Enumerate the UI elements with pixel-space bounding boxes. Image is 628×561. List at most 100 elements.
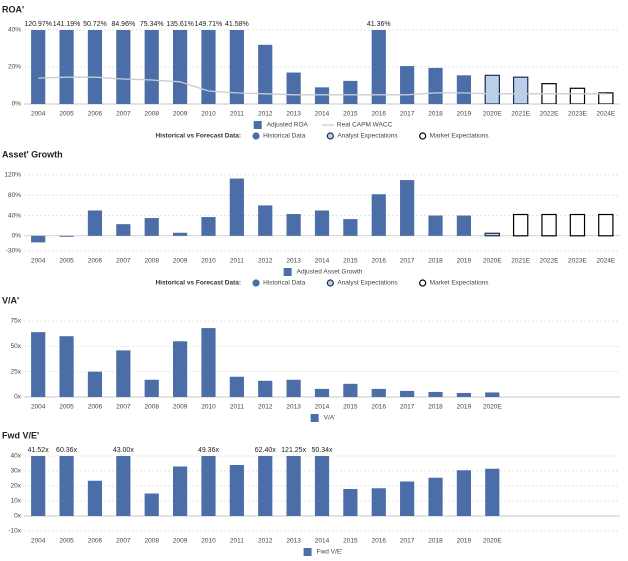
- bar: [229, 30, 244, 104]
- bar: [314, 456, 330, 516]
- y-tick-label: 20x: [11, 483, 22, 490]
- bar: [87, 30, 103, 104]
- x-tick-label: 2016: [372, 404, 387, 411]
- data-label: 41.36%: [367, 21, 391, 28]
- bar: [314, 210, 330, 236]
- x-tick-label: 2017: [400, 404, 415, 411]
- y-tick-label: 40%: [8, 27, 21, 34]
- bar: [59, 456, 74, 516]
- forecast-legend: Historical vs Forecast Data: Historical D…: [155, 279, 490, 287]
- x-tick-label: 2005: [59, 258, 74, 265]
- plot-area: [31, 328, 500, 397]
- chart-title: V/A': [2, 295, 19, 305]
- data-label: 84.96%: [111, 21, 135, 28]
- data-label: 62.40x: [255, 447, 277, 454]
- x-tick-label: 2020E: [483, 111, 502, 118]
- bar: [201, 456, 216, 516]
- forecast-legend-marker: [326, 279, 334, 287]
- legend-label: V/A': [324, 415, 336, 422]
- bar: [229, 376, 244, 397]
- x-tick-label: 2009: [173, 538, 188, 545]
- y-tick-label: 20%: [8, 64, 21, 71]
- bar: [144, 493, 159, 516]
- chart-title: Fwd V/E': [2, 430, 39, 440]
- x-tick-label: 2008: [144, 111, 159, 118]
- x-tick-label: 2019: [457, 538, 472, 545]
- plot-area: [31, 178, 614, 243]
- x-tick-label: 2022E: [540, 258, 559, 265]
- x-tick-label: 2005: [59, 111, 74, 118]
- data-label: 41.52x: [28, 447, 50, 454]
- bar: [569, 87, 586, 104]
- forecast-legend-marker: [326, 132, 334, 140]
- line-series: [38, 76, 606, 96]
- x-tick-label: 2012: [258, 111, 273, 118]
- x-tick-label: 2021E: [511, 111, 530, 118]
- forecast-legend-label: Analyst Expectations: [337, 133, 398, 140]
- x-tick-label: 2018: [428, 538, 443, 545]
- data-label: 60.36x: [56, 447, 78, 454]
- x-tick-label: 2016: [372, 111, 387, 118]
- bar: [512, 213, 529, 237]
- bar: [173, 341, 188, 397]
- x-tick-label: 2009: [173, 404, 188, 411]
- bar: [371, 388, 386, 397]
- x-tick-label: 2019: [457, 404, 472, 411]
- bar: [59, 30, 74, 104]
- bar: [173, 466, 188, 516]
- bar: [144, 218, 159, 236]
- y-tick-label: 0%: [12, 101, 22, 108]
- x-tick-label: 2005: [59, 538, 74, 545]
- bar: [59, 336, 74, 397]
- bar: [456, 215, 471, 236]
- bar: [286, 72, 301, 104]
- y-tick-label: 50x: [11, 343, 22, 350]
- x-tick-label: 2016: [372, 538, 387, 545]
- bar: [428, 215, 443, 236]
- legend-label: Real CAPM WACC: [337, 122, 393, 129]
- x-tick-label: 2013: [286, 538, 301, 545]
- x-tick-label: 2011: [230, 258, 244, 265]
- x-tick-label: 2018: [428, 111, 443, 118]
- x-tick-label: 2017: [400, 111, 415, 118]
- y-tick-label: 80%: [8, 192, 21, 199]
- x-tick-label: 2010: [201, 258, 216, 265]
- bar: [371, 30, 386, 104]
- data-label: 50.72%: [83, 21, 107, 28]
- x-tick-label: 2015: [343, 111, 358, 118]
- x-tick-label: 2013: [286, 404, 301, 411]
- bar: [87, 210, 103, 236]
- x-tick-label: 2008: [144, 404, 159, 411]
- forecast-legend-label: Historical Data: [263, 280, 306, 287]
- forecast-legend-label: Market Expectations: [430, 280, 490, 287]
- x-tick-label: 2010: [201, 111, 216, 118]
- bar: [258, 380, 273, 397]
- bar: [512, 76, 529, 104]
- bar: [569, 213, 586, 237]
- x-tick-label: 2008: [144, 538, 159, 545]
- x-tick-label: 2006: [88, 404, 103, 411]
- x-tick-label: 2016: [372, 258, 387, 265]
- x-tick-label: 2014: [315, 404, 330, 411]
- x-tick-label: 2018: [428, 258, 443, 265]
- bar: [314, 87, 330, 104]
- legend-swatch: [303, 548, 312, 556]
- bar: [116, 350, 131, 397]
- bar: [456, 392, 471, 397]
- legend-label: Adjusted ROA: [267, 122, 309, 129]
- data-label: 43.00x: [113, 447, 135, 454]
- bar: [343, 80, 358, 104]
- x-tick-label: 2014: [315, 538, 330, 545]
- legend-label: Adjusted Asset Growth: [297, 269, 363, 276]
- forecast-legend-title: Historical vs Forecast Data:: [155, 280, 241, 287]
- bar: [229, 178, 244, 236]
- bar: [59, 235, 74, 237]
- x-tick-label: 2004: [31, 111, 46, 118]
- bar: [31, 30, 46, 104]
- x-tick-label: 2006: [88, 111, 103, 118]
- y-tick-label: 25x: [11, 368, 22, 375]
- x-tick-label: 2009: [173, 258, 188, 265]
- plot-area: [31, 30, 614, 104]
- x-tick-label: 2004: [31, 538, 46, 545]
- bar: [201, 30, 216, 104]
